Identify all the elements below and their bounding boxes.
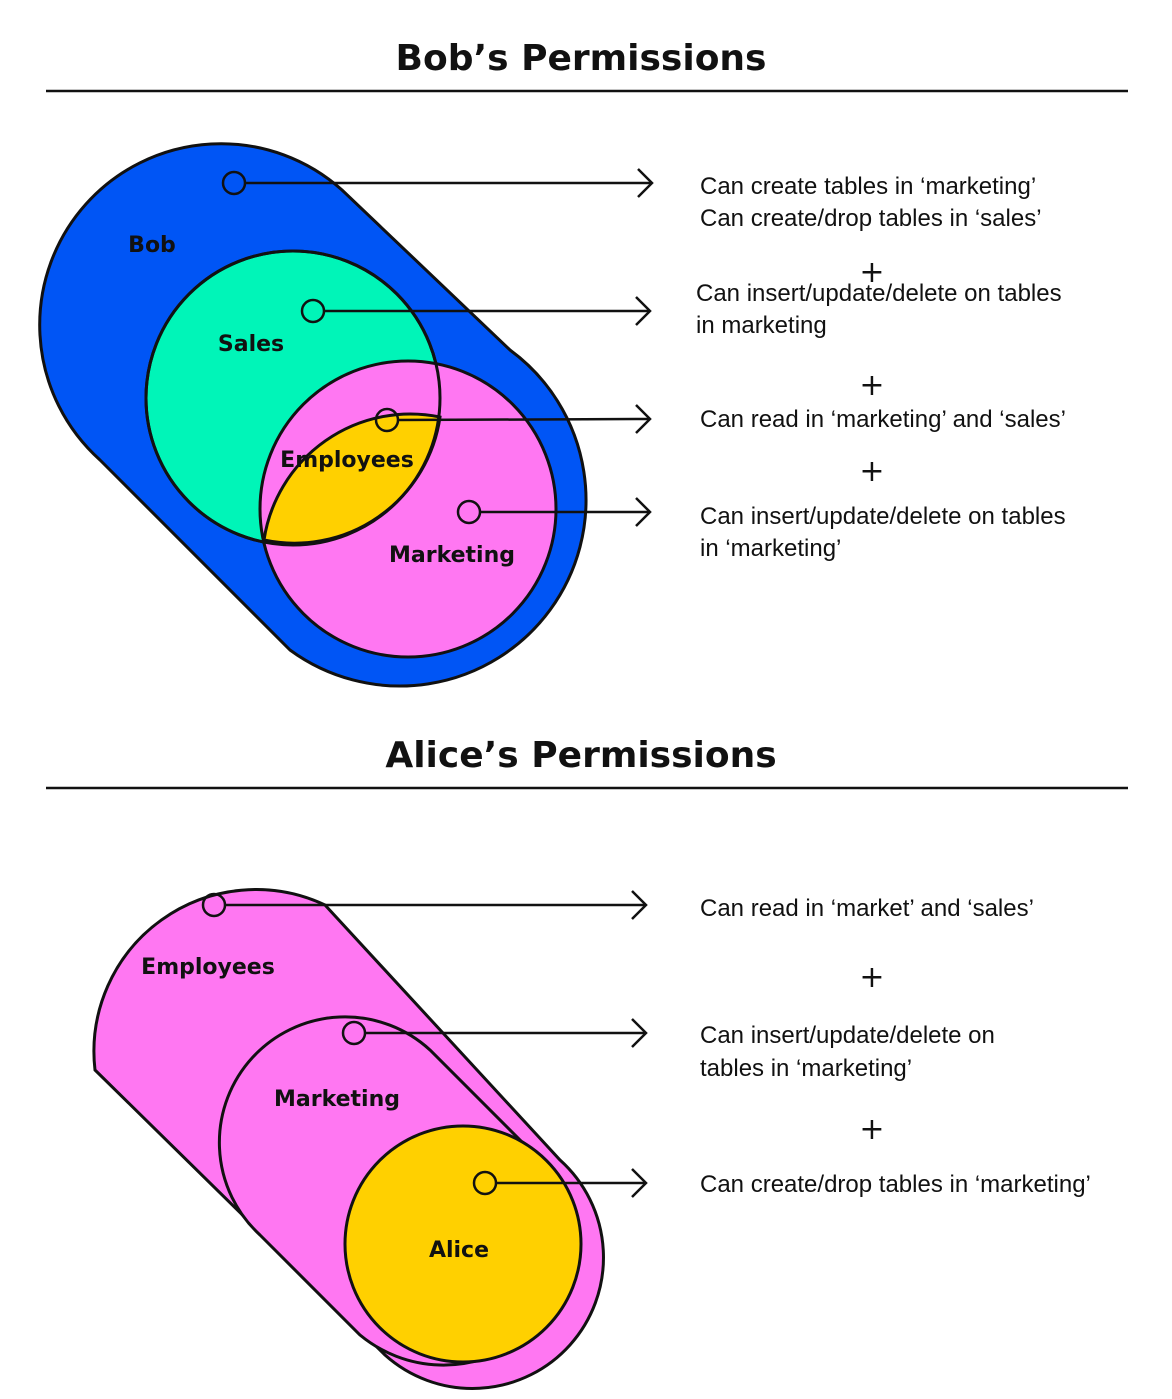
plus-sign: +: [859, 454, 884, 489]
alice-permission-3-line-1: Can create/drop tables in ‘marketing’: [700, 1171, 1091, 1198]
alice-permission-2-line-2: tables in ‘marketing’: [700, 1055, 912, 1082]
plus-sign: +: [859, 368, 884, 403]
marketing-label: Marketing: [389, 543, 515, 568]
alice-permissions-title: Alice’s Permissions: [385, 735, 776, 776]
plus-sign: +: [859, 1112, 884, 1147]
sales-role-outline: [144, 249, 442, 547]
bob-permissions-title: Bob’s Permissions: [396, 38, 767, 79]
bob-permission-2-line-1: Can insert/update/delete on tables: [696, 280, 1062, 307]
bob-permission-3-line-1: Can read in ‘marketing’ and ‘sales’: [700, 406, 1066, 433]
bob-permission-1-line-2: Can create/drop tables in ‘sales’: [700, 205, 1042, 232]
bob-label: Bob: [128, 233, 176, 258]
arrow-head-icon: [635, 296, 652, 326]
bob-permission-4-line-2: in ‘marketing’: [700, 535, 841, 562]
bob-connector-4: [456, 497, 652, 527]
arrow-head-icon: [631, 1168, 648, 1198]
bob-connector-1: [221, 168, 654, 198]
alice-connector-3: [472, 1168, 648, 1198]
employees-label: Employees: [280, 448, 414, 473]
alice-marketing-label: Marketing: [274, 1087, 400, 1112]
bob-connector-2: [300, 296, 652, 326]
alice-role-shape: [343, 1124, 583, 1364]
bob-permission-4-line-1: Can insert/update/delete on tables: [700, 503, 1066, 530]
arrow-head-icon: [631, 890, 648, 920]
plus-sign: +: [859, 960, 884, 995]
alice-connector-2: [341, 1018, 648, 1048]
arrow-head-icon: [631, 1018, 648, 1048]
connector-line: [397, 417, 651, 422]
bob-permission-1-line-1: Can create tables in ‘marketing’: [700, 173, 1036, 200]
bob-permission-2-line-2: in marketing: [696, 312, 827, 339]
alice-employees-label: Employees: [141, 955, 275, 980]
alice-permission-1-line-1: Can read in ‘market’ and ‘sales’: [700, 895, 1034, 922]
arrow-head-icon: [635, 404, 652, 434]
arrow-head-icon: [637, 168, 654, 198]
alice-connector-1: [201, 890, 648, 920]
alice-permission-2-line-1: Can insert/update/delete on: [700, 1022, 995, 1049]
arrow-head-icon: [635, 497, 652, 527]
bob-connector-3: [374, 404, 652, 434]
sales-label: Sales: [218, 332, 284, 357]
plus-sign: +: [859, 255, 884, 290]
alice-label: Alice: [429, 1238, 489, 1263]
